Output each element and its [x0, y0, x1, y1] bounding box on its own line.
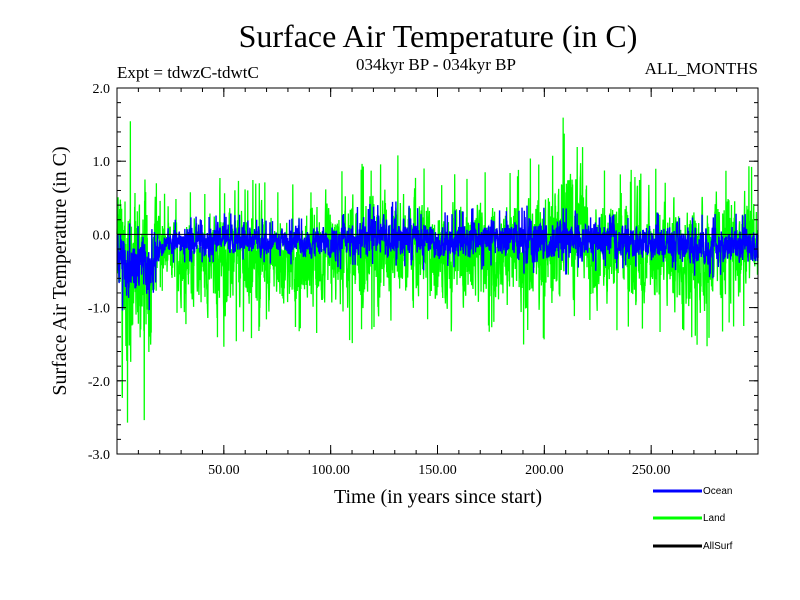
- y-axis-label: Surface Air Temperature (in C): [49, 146, 71, 395]
- legend-item-ocean: Ocean: [653, 486, 732, 497]
- legend-item-allsurf: AllSurf: [653, 541, 733, 552]
- y-tick-label: -2.0: [88, 375, 110, 390]
- y-tick-label: 0.0: [93, 228, 111, 243]
- legend: Ocean Land AllSurf: [653, 486, 733, 552]
- y-tick-label: -3.0: [88, 448, 110, 463]
- legend-label-ocean: Ocean: [703, 486, 732, 497]
- legend-item-land: Land: [653, 513, 725, 524]
- months-label: ALL_MONTHS: [645, 59, 758, 78]
- series-ocean-line: [116, 201, 759, 311]
- legend-label-land: Land: [703, 513, 725, 524]
- axes-layer: -3.0 -2.0 -1.0 0.0 1.0 2.0 50.00 100.00 150.00 20…: [88, 82, 759, 478]
- y-tick-label: -1.0: [88, 302, 110, 317]
- period-label: 034kyr BP - 034kyr BP: [356, 55, 516, 74]
- x-tick-label: 250.00: [632, 463, 671, 478]
- series-layer: [116, 117, 759, 423]
- legend-label-allsurf: AllSurf: [703, 541, 733, 552]
- y-tick-label: 2.0: [93, 82, 111, 97]
- chart-title: Surface Air Temperature (in C): [239, 18, 638, 54]
- x-axis-label: Time (in years since start): [334, 486, 542, 508]
- x-tick-label: 100.00: [311, 463, 350, 478]
- expt-label: Expt = tdwzC-tdwtC: [117, 63, 259, 82]
- x-tick-label: 200.00: [525, 463, 564, 478]
- x-tick-label: 150.00: [418, 463, 457, 478]
- y-tick-label: 1.0: [93, 155, 111, 170]
- x-tick-label: 50.00: [208, 463, 240, 478]
